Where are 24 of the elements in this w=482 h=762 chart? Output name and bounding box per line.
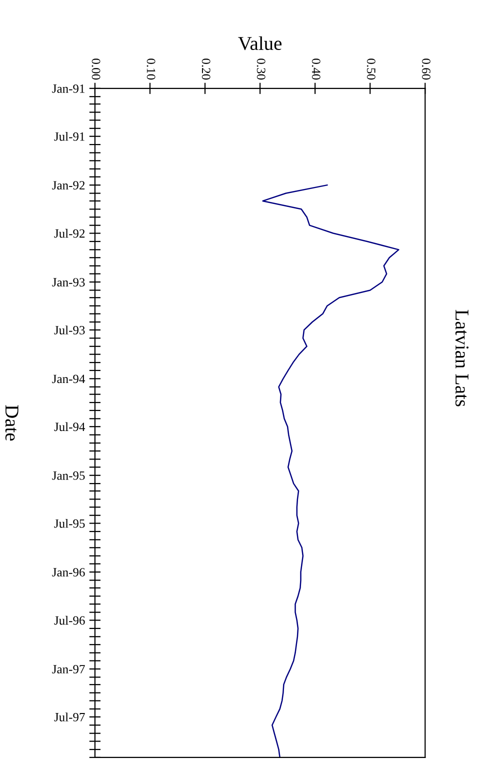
x-tick-label: 0.20: [202, 58, 210, 80]
x-axis-title: Value: [238, 36, 282, 50]
x-tick-label: 0.60: [422, 58, 430, 80]
y-tick-label: Jan-95: [52, 471, 85, 480]
y-tick-label: Jan-93: [52, 278, 85, 286]
y-tick-label: Jan-97: [52, 665, 85, 674]
y-tick-label: Jul-94: [54, 422, 86, 432]
y-tick-label: Jul-91: [54, 132, 84, 141]
y-tick-label: Jul-93: [54, 326, 85, 334]
y-axis-title: Date: [5, 405, 18, 441]
y-tick-label: Jan-94: [52, 374, 86, 384]
y-tick-label: Jul-96: [54, 616, 85, 625]
x-tick-label: 0.40: [312, 58, 320, 80]
x-tick-label: 0.00: [92, 58, 100, 80]
y-tick-label: Jul-95: [54, 518, 85, 528]
y-tick-label: Jul-97: [54, 712, 85, 722]
x-tick-label: 0.50: [366, 58, 376, 80]
y-tick-label: Jan-96: [52, 568, 85, 576]
text: Latvian Lats: [455, 310, 469, 406]
y-tick-label: Jul-92: [54, 228, 85, 238]
x-tick-label: 0.30: [256, 58, 266, 80]
y-tick-label: Jan-92: [52, 181, 85, 190]
x-tick-label: 0.10: [146, 58, 156, 80]
y-tick-label: Jan-91: [52, 84, 84, 93]
